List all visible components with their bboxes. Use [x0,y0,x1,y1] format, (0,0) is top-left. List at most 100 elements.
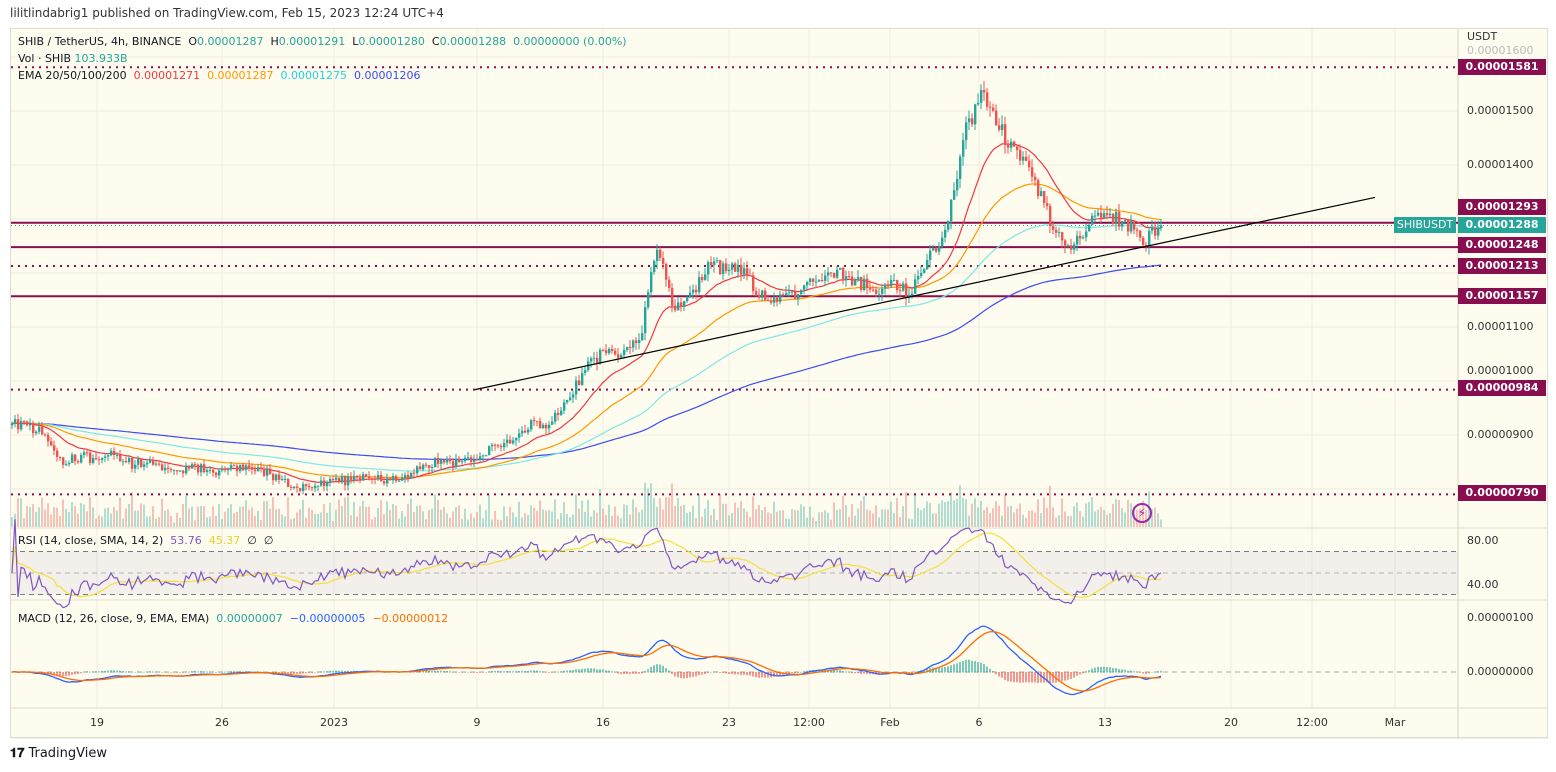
volume-bar [968,515,970,527]
level-label[interactable]: 0.00000790 [1458,485,1546,501]
macd-histogram-bar [1145,672,1147,675]
volume-bar [695,518,697,527]
volume-bar [713,508,715,527]
candle-body [62,457,65,465]
volume-bar [353,502,355,527]
candle-body [419,466,422,470]
macd-histogram-bar [620,672,622,674]
macd-histogram-bar [104,670,106,673]
volume-bar [752,496,754,527]
macd-histogram-bar [578,669,580,673]
candle-body [596,357,599,364]
volume-bar [863,496,865,527]
macd-histogram-bar [59,672,61,676]
volume-bar [911,519,913,527]
volume-bar [1151,508,1153,527]
ema-legend[interactable]: EMA 20/50/100/200 0.00001271 0.00001287 … [18,69,421,82]
macd-histogram-bar [806,670,808,673]
volume-bar [614,506,616,527]
candle-body [443,459,446,463]
candle-body [983,89,986,93]
volume-bar [128,503,130,527]
candle-body [821,280,824,282]
macd-histogram-bar [692,672,694,677]
candle-body [464,457,467,462]
macd-histogram-bar [1052,672,1054,683]
footer-brand[interactable]: 𝟏𝟕 TradingView [10,746,107,761]
candle-body [1157,228,1160,236]
volume-bar [458,505,460,527]
macd-histogram-bar [464,671,466,673]
volume-bar [521,517,523,527]
macd-histogram-bar [596,669,598,673]
volume-bar [530,505,532,527]
level-label[interactable]: 0.00001248 [1458,237,1546,253]
volume-bar [806,517,808,527]
volume-bar [416,505,418,527]
macd-histogram-bar [206,671,208,673]
macd-histogram-bar [182,672,184,673]
chart-frame[interactable] [10,28,1548,738]
candle-body [278,474,281,480]
candle-body [524,430,527,433]
candle-body [989,106,992,108]
volume-bar [1058,515,1060,527]
volume-bar [242,506,244,527]
volume-bar [689,511,691,527]
candle-body [65,464,68,466]
candle-body [266,468,269,476]
macd-histogram-bar [794,672,796,674]
rsi-extra-1: ∅ [247,534,257,547]
volume-bar [629,514,631,527]
symbol-title[interactable]: SHIB / TetherUS, 4h, BINANCE [18,35,182,48]
macd-histogram-bar [191,671,193,673]
volume-bar [821,512,823,527]
ema50-value: 0.00001287 [207,69,274,82]
volume-bar [596,512,598,527]
macd-histogram-bar [488,671,490,673]
candle-body [119,454,122,462]
candle-body [68,462,71,465]
candle-body [275,474,278,481]
candle-body [416,466,419,474]
candle-body [998,125,1001,130]
rsi-legend[interactable]: RSI (14, close, SMA, 14, 2) 53.76 45.37 … [18,534,273,547]
candle-body [362,474,365,481]
lightning-icon[interactable]: ⚡ [1132,503,1152,523]
candle-body [740,264,743,275]
volume-bar [248,509,250,527]
open-value: 0.00001287 [197,35,264,48]
macd-legend[interactable]: MACD (12, 26, close, 9, EMA, EMA) 0.0000… [18,612,448,625]
candle-body [461,461,464,463]
macd-histogram-bar [785,672,787,675]
price-tick: 0.00001600 [1467,44,1534,57]
candle-body [677,302,680,311]
volume-bar [1103,509,1105,527]
level-label[interactable]: 0.00000984 [1458,380,1546,396]
volume-bar [683,504,685,527]
volume-bar [875,505,877,527]
candle-body [1130,220,1133,232]
volume-bar [845,505,847,527]
candle-body [509,439,512,444]
candle-body [1016,146,1019,150]
candle-body [938,246,941,252]
candle-body [806,282,809,286]
volume-legend[interactable]: Vol · SHIB 103.933B [18,52,128,65]
volume-bar [185,495,187,527]
volume-bar [50,514,52,527]
level-label[interactable]: 0.00001293 [1458,199,1546,215]
level-label[interactable]: 0.00001581 [1458,59,1546,75]
volume-bar [719,494,721,527]
level-label[interactable]: 0.00001213 [1458,258,1546,274]
candle-body [104,456,107,458]
level-label[interactable]: 0.00001157 [1458,288,1546,304]
volume-bar [398,518,400,527]
macd-histogram-bar [512,671,514,673]
candle-body [473,459,476,462]
volume-bar [548,510,550,527]
volume-bar [1019,503,1021,527]
volume-bar [1112,503,1114,527]
volume-bar [170,515,172,527]
